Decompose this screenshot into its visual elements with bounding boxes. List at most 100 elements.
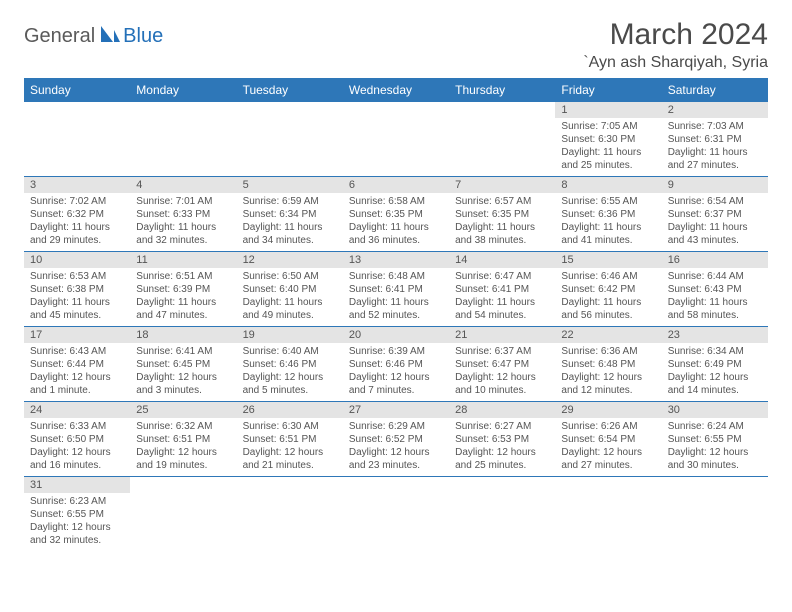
daylight-text: Daylight: 11 hours and 41 minutes. <box>561 221 655 247</box>
sunrise-text: Sunrise: 7:05 AM <box>561 120 655 133</box>
daylight-text: Daylight: 12 hours and 27 minutes. <box>561 446 655 472</box>
sunset-text: Sunset: 6:34 PM <box>243 208 337 221</box>
day-details: Sunrise: 6:41 AMSunset: 6:45 PMDaylight:… <box>130 343 236 401</box>
day-number: 28 <box>449 402 555 418</box>
daylight-text: Daylight: 11 hours and 47 minutes. <box>136 296 230 322</box>
sunrise-text: Sunrise: 6:57 AM <box>455 195 549 208</box>
header: General Blue March 2024 `Ayn ash Sharqiy… <box>24 18 768 72</box>
sunrise-text: Sunrise: 6:48 AM <box>349 270 443 283</box>
sunrise-text: Sunrise: 6:55 AM <box>561 195 655 208</box>
sunrise-text: Sunrise: 6:59 AM <box>243 195 337 208</box>
sunset-text: Sunset: 6:40 PM <box>243 283 337 296</box>
day-details: Sunrise: 6:39 AMSunset: 6:46 PMDaylight:… <box>343 343 449 401</box>
sunrise-text: Sunrise: 6:36 AM <box>561 345 655 358</box>
logo-text-blue: Blue <box>123 25 163 48</box>
daylight-text: Daylight: 11 hours and 58 minutes. <box>668 296 762 322</box>
day-details: Sunrise: 6:55 AMSunset: 6:36 PMDaylight:… <box>555 193 661 251</box>
sunset-text: Sunset: 6:49 PM <box>668 358 762 371</box>
calendar-week-row: 31Sunrise: 6:23 AMSunset: 6:55 PMDayligh… <box>24 477 768 552</box>
calendar-day-cell <box>237 477 343 552</box>
logo: General Blue <box>24 18 163 49</box>
sunrise-text: Sunrise: 7:02 AM <box>30 195 124 208</box>
day-number: 4 <box>130 177 236 193</box>
daylight-text: Daylight: 12 hours and 23 minutes. <box>349 446 443 472</box>
sunrise-text: Sunrise: 6:30 AM <box>243 420 337 433</box>
sunset-text: Sunset: 6:55 PM <box>668 433 762 446</box>
calendar-day-cell: 13Sunrise: 6:48 AMSunset: 6:41 PMDayligh… <box>343 252 449 327</box>
day-details: Sunrise: 7:02 AMSunset: 6:32 PMDaylight:… <box>24 193 130 251</box>
day-number: 21 <box>449 327 555 343</box>
calendar-day-cell: 30Sunrise: 6:24 AMSunset: 6:55 PMDayligh… <box>662 402 768 477</box>
weekday-header: Sunday <box>24 78 130 102</box>
calendar-day-cell <box>555 477 661 552</box>
sunrise-text: Sunrise: 6:41 AM <box>136 345 230 358</box>
sunset-text: Sunset: 6:44 PM <box>30 358 124 371</box>
location-label: `Ayn ash Sharqiyah, Syria <box>583 54 768 72</box>
daylight-text: Daylight: 11 hours and 43 minutes. <box>668 221 762 247</box>
sunrise-text: Sunrise: 6:43 AM <box>30 345 124 358</box>
calendar-day-cell: 27Sunrise: 6:29 AMSunset: 6:52 PMDayligh… <box>343 402 449 477</box>
daylight-text: Daylight: 12 hours and 25 minutes. <box>455 446 549 472</box>
calendar-day-cell: 29Sunrise: 6:26 AMSunset: 6:54 PMDayligh… <box>555 402 661 477</box>
daylight-text: Daylight: 12 hours and 10 minutes. <box>455 371 549 397</box>
day-number: 13 <box>343 252 449 268</box>
calendar-week-row: 17Sunrise: 6:43 AMSunset: 6:44 PMDayligh… <box>24 327 768 402</box>
day-number: 14 <box>449 252 555 268</box>
calendar-day-cell: 24Sunrise: 6:33 AMSunset: 6:50 PMDayligh… <box>24 402 130 477</box>
daylight-text: Daylight: 12 hours and 14 minutes. <box>668 371 762 397</box>
sunrise-text: Sunrise: 6:24 AM <box>668 420 762 433</box>
calendar-week-row: 10Sunrise: 6:53 AMSunset: 6:38 PMDayligh… <box>24 252 768 327</box>
page-title: March 2024 <box>583 18 768 52</box>
calendar-day-cell <box>662 477 768 552</box>
sunrise-text: Sunrise: 6:50 AM <box>243 270 337 283</box>
sunrise-text: Sunrise: 6:44 AM <box>668 270 762 283</box>
sunrise-text: Sunrise: 6:53 AM <box>30 270 124 283</box>
sunset-text: Sunset: 6:50 PM <box>30 433 124 446</box>
calendar-day-cell: 3Sunrise: 7:02 AMSunset: 6:32 PMDaylight… <box>24 177 130 252</box>
sunset-text: Sunset: 6:52 PM <box>349 433 443 446</box>
day-details: Sunrise: 6:36 AMSunset: 6:48 PMDaylight:… <box>555 343 661 401</box>
daylight-text: Daylight: 11 hours and 38 minutes. <box>455 221 549 247</box>
day-number: 12 <box>237 252 343 268</box>
calendar-day-cell <box>449 477 555 552</box>
day-details: Sunrise: 6:24 AMSunset: 6:55 PMDaylight:… <box>662 418 768 476</box>
daylight-text: Daylight: 12 hours and 30 minutes. <box>668 446 762 472</box>
sunset-text: Sunset: 6:35 PM <box>455 208 549 221</box>
day-details: Sunrise: 7:03 AMSunset: 6:31 PMDaylight:… <box>662 118 768 176</box>
calendar-day-cell: 23Sunrise: 6:34 AMSunset: 6:49 PMDayligh… <box>662 327 768 402</box>
sunset-text: Sunset: 6:47 PM <box>455 358 549 371</box>
day-number: 23 <box>662 327 768 343</box>
calendar-day-cell: 6Sunrise: 6:58 AMSunset: 6:35 PMDaylight… <box>343 177 449 252</box>
daylight-text: Daylight: 12 hours and 3 minutes. <box>136 371 230 397</box>
day-details: Sunrise: 6:27 AMSunset: 6:53 PMDaylight:… <box>449 418 555 476</box>
day-number: 20 <box>343 327 449 343</box>
day-details: Sunrise: 6:51 AMSunset: 6:39 PMDaylight:… <box>130 268 236 326</box>
weekday-header: Tuesday <box>237 78 343 102</box>
day-number: 19 <box>237 327 343 343</box>
day-number: 25 <box>130 402 236 418</box>
calendar-day-cell: 16Sunrise: 6:44 AMSunset: 6:43 PMDayligh… <box>662 252 768 327</box>
calendar-day-cell: 22Sunrise: 6:36 AMSunset: 6:48 PMDayligh… <box>555 327 661 402</box>
calendar-day-cell: 4Sunrise: 7:01 AMSunset: 6:33 PMDaylight… <box>130 177 236 252</box>
day-number: 1 <box>555 102 661 118</box>
sunrise-text: Sunrise: 6:47 AM <box>455 270 549 283</box>
calendar-day-cell <box>237 102 343 177</box>
day-details: Sunrise: 6:44 AMSunset: 6:43 PMDaylight:… <box>662 268 768 326</box>
daylight-text: Daylight: 11 hours and 25 minutes. <box>561 146 655 172</box>
calendar-day-cell: 19Sunrise: 6:40 AMSunset: 6:46 PMDayligh… <box>237 327 343 402</box>
day-number: 29 <box>555 402 661 418</box>
day-number: 11 <box>130 252 236 268</box>
sunrise-text: Sunrise: 7:01 AM <box>136 195 230 208</box>
weekday-header: Monday <box>130 78 236 102</box>
sunset-text: Sunset: 6:51 PM <box>243 433 337 446</box>
daylight-text: Daylight: 12 hours and 19 minutes. <box>136 446 230 472</box>
sunset-text: Sunset: 6:54 PM <box>561 433 655 446</box>
weekday-header: Thursday <box>449 78 555 102</box>
sunset-text: Sunset: 6:35 PM <box>349 208 443 221</box>
day-details: Sunrise: 6:57 AMSunset: 6:35 PMDaylight:… <box>449 193 555 251</box>
sunrise-text: Sunrise: 6:23 AM <box>30 495 124 508</box>
calendar-week-row: 24Sunrise: 6:33 AMSunset: 6:50 PMDayligh… <box>24 402 768 477</box>
calendar-day-cell: 25Sunrise: 6:32 AMSunset: 6:51 PMDayligh… <box>130 402 236 477</box>
calendar-day-cell: 18Sunrise: 6:41 AMSunset: 6:45 PMDayligh… <box>130 327 236 402</box>
logo-text-general: General <box>24 25 95 48</box>
